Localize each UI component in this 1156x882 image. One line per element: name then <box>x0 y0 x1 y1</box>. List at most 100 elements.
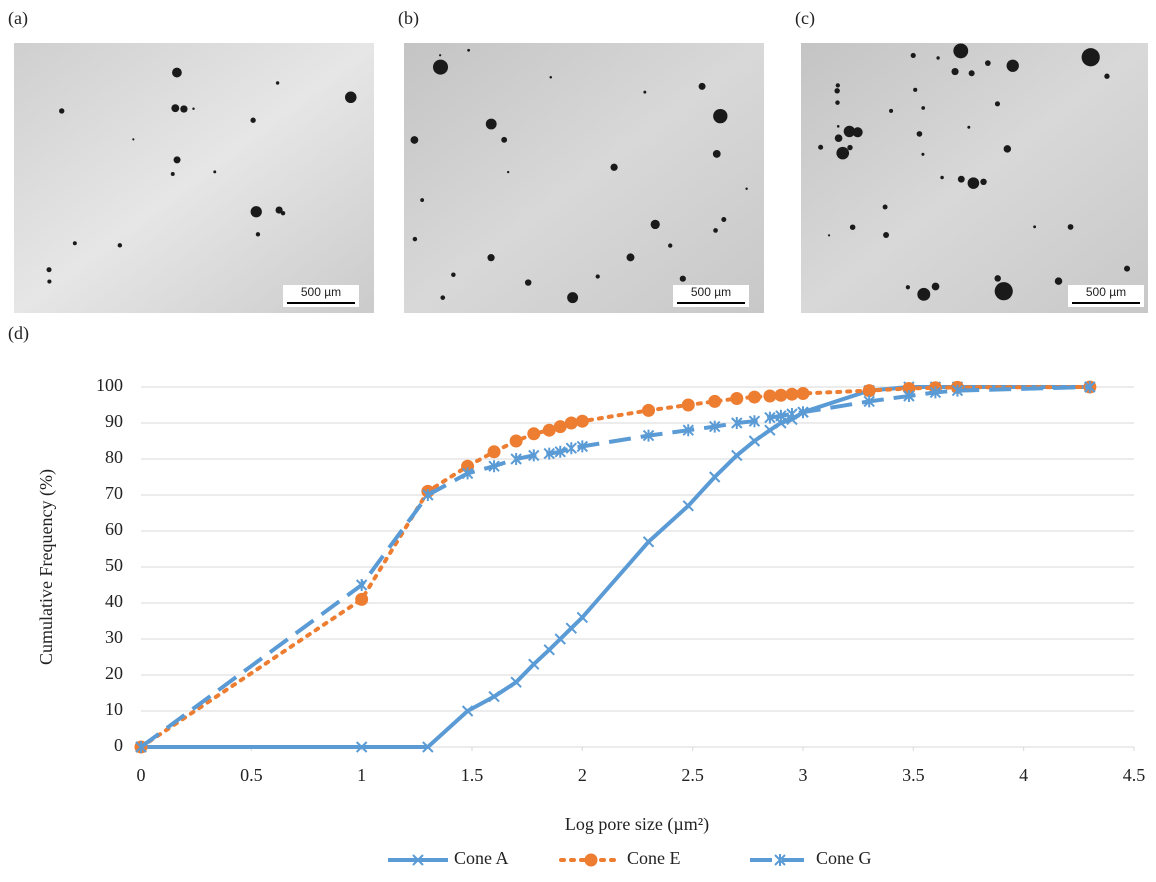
marker <box>488 460 500 473</box>
marker <box>412 854 424 866</box>
marker <box>576 611 589 624</box>
pore <box>936 56 940 60</box>
pore <box>170 171 175 176</box>
marker <box>584 853 598 867</box>
scale-bar-label: 500 µm <box>691 285 731 299</box>
pore <box>171 104 180 113</box>
pores <box>46 43 1131 304</box>
y-tick-label: 30 <box>105 627 123 647</box>
pore <box>843 125 856 138</box>
marker <box>709 420 721 433</box>
marker <box>543 447 555 460</box>
pore <box>994 101 1001 107</box>
pore <box>883 232 890 238</box>
pore <box>1067 224 1074 230</box>
x-tick-label: 4 <box>1019 765 1028 785</box>
marker <box>576 440 589 453</box>
pore <box>849 224 856 230</box>
pore <box>250 117 256 123</box>
pore <box>668 243 673 248</box>
pore <box>173 156 181 164</box>
x-tick-label: 1 <box>357 765 366 785</box>
pore <box>344 91 357 104</box>
marker <box>565 442 578 455</box>
pore <box>439 54 442 57</box>
marker <box>510 453 522 465</box>
marker <box>903 390 915 402</box>
pore <box>47 279 52 284</box>
legend-label: Cone A <box>454 848 509 868</box>
marker <box>747 390 761 404</box>
pore <box>1124 265 1131 272</box>
pore <box>275 81 280 85</box>
marker <box>553 420 567 434</box>
pore <box>917 287 931 301</box>
marker <box>461 705 474 717</box>
marker <box>786 408 798 420</box>
marker <box>774 854 786 866</box>
pore <box>1081 48 1100 67</box>
marker <box>564 416 578 430</box>
marker <box>565 622 578 634</box>
pore <box>172 67 182 78</box>
marker <box>763 389 777 403</box>
marker <box>682 424 694 437</box>
x-tick-label: 3 <box>799 765 808 785</box>
scale-bar-box <box>283 285 359 307</box>
pore <box>834 88 840 94</box>
pore <box>1003 145 1012 153</box>
pore <box>836 125 840 128</box>
x-axis-title: Log pore size (µm²) <box>565 814 709 835</box>
pore <box>610 163 618 171</box>
pore <box>980 178 987 186</box>
pore <box>834 134 843 142</box>
pore <box>420 198 425 203</box>
y-tick-label: 50 <box>105 555 123 575</box>
marker <box>774 388 788 402</box>
pore <box>994 282 1013 301</box>
panel-label: (b) <box>398 8 419 29</box>
x-tick-label: 4.5 <box>1123 765 1146 785</box>
legend-label: Cone G <box>816 848 872 868</box>
pore <box>931 282 940 291</box>
marker <box>775 409 787 422</box>
pore <box>916 131 923 137</box>
pore <box>275 206 283 214</box>
y-axis-title: Cumulative Frequency (%) <box>36 469 57 665</box>
marker <box>785 387 799 401</box>
pore <box>712 150 721 158</box>
pore <box>957 175 965 183</box>
pore <box>940 175 944 180</box>
marker <box>730 392 744 406</box>
marker <box>642 536 655 548</box>
y-tick-label: 40 <box>105 591 123 611</box>
pore <box>953 43 969 59</box>
y-tick-label: 60 <box>105 519 123 539</box>
pore <box>994 275 1001 282</box>
marker <box>527 427 541 441</box>
pore <box>46 267 52 273</box>
pore <box>643 90 647 94</box>
marker <box>731 449 743 462</box>
pore <box>180 105 188 113</box>
pore <box>745 187 748 190</box>
marker <box>355 592 369 606</box>
marker <box>461 467 474 480</box>
marker <box>135 741 147 753</box>
marker <box>509 434 523 448</box>
pore <box>835 83 840 88</box>
pore <box>567 292 579 304</box>
pore <box>451 272 456 278</box>
pore <box>192 107 195 110</box>
x-tick-label: 2.5 <box>681 765 704 785</box>
pore <box>501 136 508 143</box>
pore <box>524 279 532 286</box>
marker <box>487 445 501 459</box>
marker <box>764 424 776 436</box>
marker <box>575 414 589 428</box>
scale-bar-label: 500 µm <box>301 285 341 299</box>
pore <box>213 170 217 174</box>
pore <box>921 152 925 156</box>
marker <box>355 579 368 591</box>
marker <box>731 417 743 429</box>
